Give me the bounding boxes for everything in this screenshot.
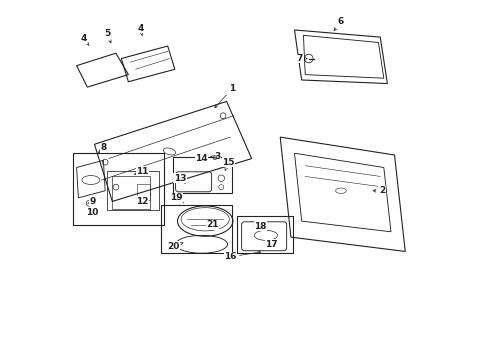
Text: 20: 20 (166, 242, 183, 251)
Text: ⊕: ⊕ (211, 155, 217, 161)
Bar (107, 171, 159, 210)
Text: 5: 5 (103, 29, 111, 43)
Text: 21: 21 (205, 220, 218, 229)
Bar (73, 153, 164, 225)
Text: 6: 6 (333, 17, 344, 31)
Text: 10: 10 (86, 208, 99, 217)
Text: 14: 14 (195, 154, 207, 163)
Text: 15: 15 (222, 158, 234, 170)
Text: 16: 16 (224, 251, 260, 261)
Bar (137, 184, 149, 200)
Text: 19: 19 (170, 193, 183, 203)
Text: 1: 1 (214, 84, 235, 108)
Text: 3: 3 (210, 152, 221, 161)
Bar (237, 216, 292, 253)
Text: 18: 18 (254, 222, 266, 231)
Text: 2: 2 (372, 186, 385, 195)
Text: 4: 4 (138, 24, 144, 36)
Text: 11: 11 (134, 167, 149, 176)
Text: 12: 12 (136, 197, 149, 206)
Bar (112, 176, 149, 208)
Bar (173, 157, 231, 193)
Text: 8: 8 (99, 143, 106, 153)
Bar (160, 205, 231, 253)
Text: 7: 7 (296, 54, 306, 63)
Text: 17: 17 (264, 239, 277, 249)
Text: 13: 13 (174, 174, 186, 183)
Text: 9: 9 (88, 197, 96, 206)
Text: 4: 4 (81, 35, 89, 46)
